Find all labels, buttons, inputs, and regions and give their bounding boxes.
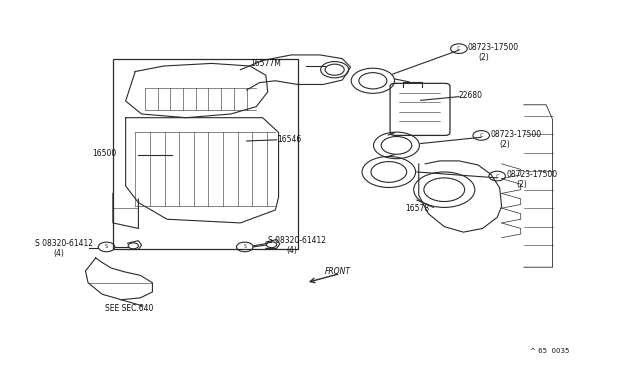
Text: ^ 65  0035: ^ 65 0035 (531, 349, 570, 355)
Text: 08723-17500: 08723-17500 (490, 130, 541, 139)
Text: C: C (457, 46, 461, 51)
Text: (4): (4) (54, 249, 65, 258)
Text: 16577M: 16577M (250, 59, 281, 68)
Text: 08723-17500: 08723-17500 (468, 43, 519, 52)
Text: FRONT: FRONT (325, 267, 351, 276)
Text: (2): (2) (516, 180, 527, 189)
Text: 16500: 16500 (93, 149, 116, 158)
Text: (2): (2) (478, 53, 489, 62)
Text: 16546: 16546 (277, 135, 301, 144)
Text: 08723-17500: 08723-17500 (506, 170, 557, 179)
Text: C: C (479, 133, 483, 138)
Text: (4): (4) (287, 246, 298, 255)
Text: S 08320-61412: S 08320-61412 (35, 239, 93, 248)
Text: 16578: 16578 (404, 204, 429, 214)
Text: S: S (243, 244, 246, 249)
Text: 22680: 22680 (459, 91, 483, 100)
Text: S 08320-61412: S 08320-61412 (268, 236, 326, 245)
Bar (113, 59, 298, 249)
Text: SEE SEC.640: SEE SEC.640 (105, 304, 154, 313)
Text: S: S (105, 244, 108, 249)
Text: C: C (495, 173, 499, 179)
Text: (2): (2) (500, 140, 511, 149)
